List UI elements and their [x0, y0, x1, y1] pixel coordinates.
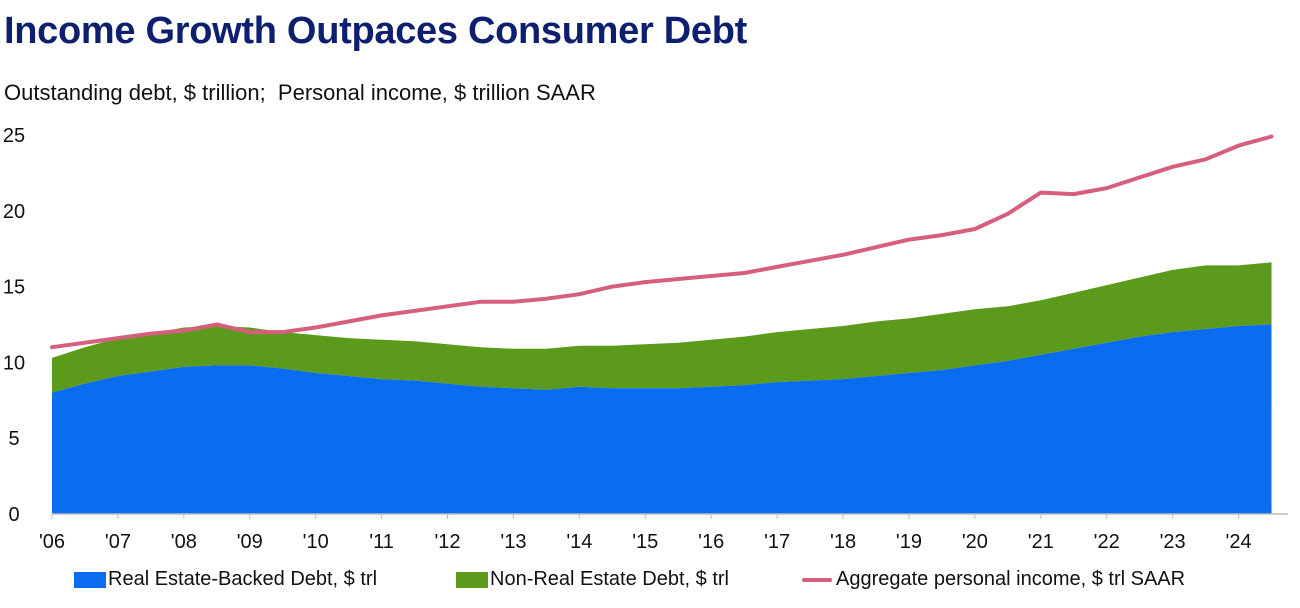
y-tick-label-15: 15 [3, 277, 25, 299]
area-non-real-estate-debt [52, 262, 1272, 393]
x-tick-label-2006: '06 [39, 531, 65, 553]
x-tick-label-2010: '10 [303, 531, 329, 553]
x-tick-label-2018: '18 [830, 531, 856, 553]
chart-legend: Real Estate-Backed Debt, $ trl Non-Real … [0, 568, 1300, 604]
x-axis-ticks [51, 514, 1240, 519]
y-tick-label-10: 10 [3, 352, 25, 374]
x-tick-label-2014: '14 [566, 531, 592, 553]
legend-item-personal-income[interactable]: Aggregate personal income, $ trl SAAR [802, 568, 1185, 591]
x-tick-label-2012: '12 [434, 531, 460, 553]
x-tick-label-2009: '09 [237, 531, 263, 553]
legend-item-real-estate[interactable]: Real Estate-Backed Debt, $ trl [74, 568, 377, 591]
chart-title: Income Growth Outpaces Consumer Debt [4, 10, 747, 52]
y-tick-label-5: 5 [8, 428, 19, 450]
x-tick-label-2017: '17 [764, 531, 790, 553]
x-tick-label-2007: '07 [105, 531, 131, 553]
legend-item-non-real-estate[interactable]: Non-Real Estate Debt, $ trl [456, 568, 729, 591]
y-tick-label-25: 25 [3, 125, 25, 147]
legend-swatch-real-estate [74, 571, 106, 588]
y-axis-labels: 0 5 10 15 20 25 [3, 125, 25, 526]
area-real-estate-debt [52, 324, 1272, 514]
x-axis-labels: '06 '07 '08 '09 '10 '11 '12 '13 '14 '15 '16 '17 '18 '… [39, 531, 1252, 553]
y-tick-label-20: 20 [3, 201, 25, 223]
x-tick-label-2015: '15 [632, 531, 658, 553]
chart-subtitle: Outstanding debt, $ trillion; Personal i… [4, 80, 596, 105]
legend-label-real-estate: Real Estate-Backed Debt, $ trl [108, 568, 378, 590]
legend-label-non-real-estate: Non-Real Estate Debt, $ trl [490, 568, 729, 590]
legend-swatch-non-real-estate [456, 571, 488, 588]
legend-swatch-personal-income [802, 577, 832, 582]
x-tick-label-2021: '21 [1028, 531, 1054, 553]
line-personal-income [50, 134, 1274, 350]
x-tick-label-2020: '20 [962, 531, 988, 553]
chart-areas [52, 262, 1272, 514]
x-tick-label-2011: '11 [369, 531, 394, 553]
x-tick-label-2022: '22 [1094, 531, 1120, 553]
x-tick-label-2016: '16 [698, 531, 724, 553]
x-tick-label-2023: '23 [1160, 531, 1186, 553]
x-tick-label-2024: '24 [1226, 531, 1252, 553]
chart-plot: 0 5 10 15 20 25 '06 '07 '08 '09 '10 '11 '12 '13 '14 '1… [3, 125, 1288, 553]
x-tick-label-2013: '13 [500, 531, 526, 553]
x-tick-label-2008: '08 [171, 531, 197, 553]
x-tick-label-2019: '19 [896, 531, 922, 553]
chart-lines [50, 134, 1274, 350]
y-tick-label-0: 0 [8, 504, 19, 526]
legend-label-personal-income: Aggregate personal income, $ trl SAAR [836, 568, 1186, 590]
